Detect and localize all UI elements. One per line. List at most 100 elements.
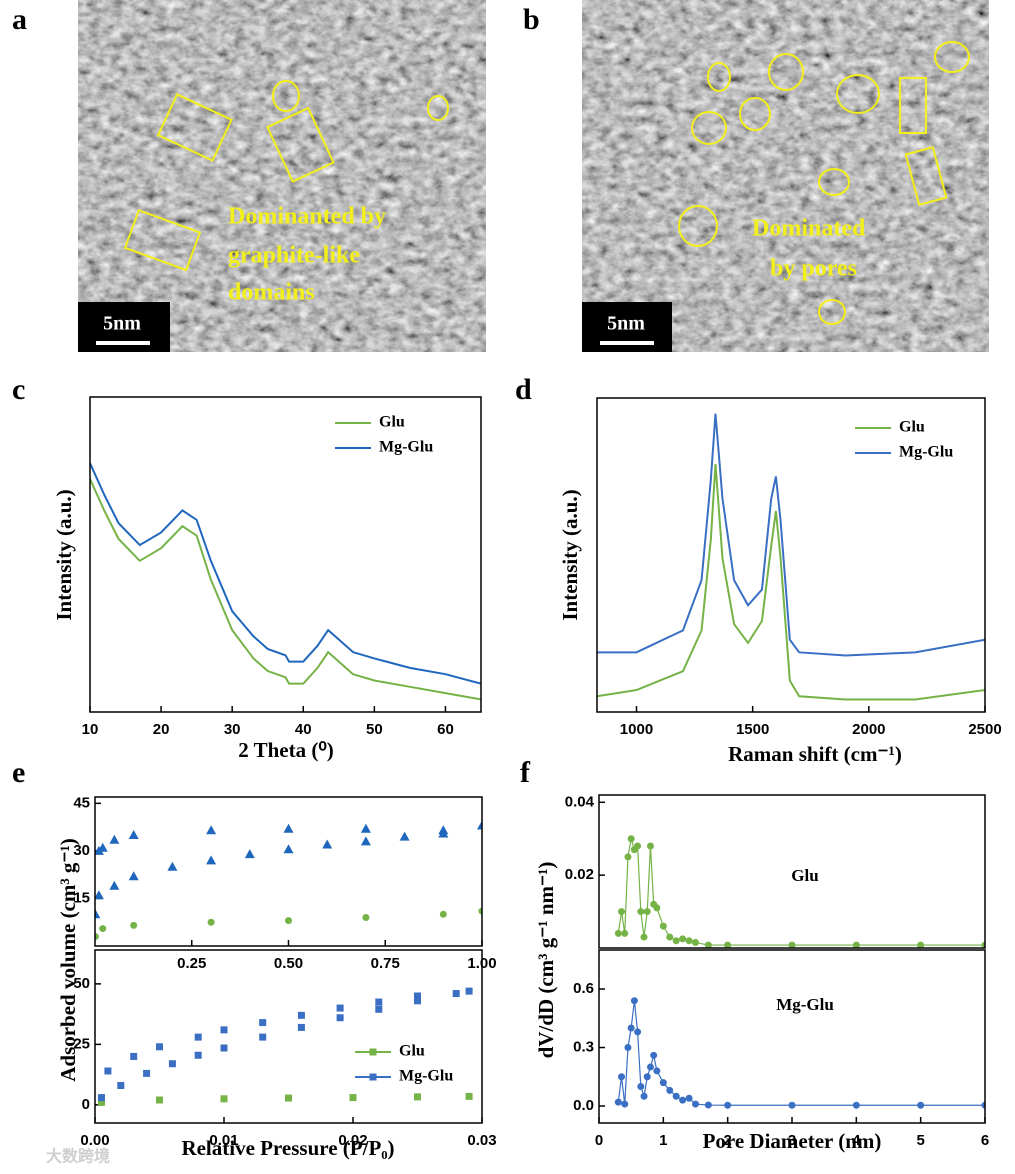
marker: [99, 925, 107, 933]
tem-image: [582, 0, 989, 352]
marker: [336, 1004, 344, 1012]
marker: [128, 871, 139, 881]
marker: [349, 1094, 357, 1102]
x-tick-label: 0.75: [371, 955, 400, 972]
legend-label: Glu: [379, 414, 405, 431]
marker: [634, 1028, 642, 1036]
panel-letter: d: [515, 373, 532, 406]
highlights: [123, 80, 449, 272]
marker: [672, 1092, 680, 1100]
plot-frame: [596, 397, 986, 713]
marker: [156, 1043, 163, 1051]
marker: [369, 1073, 377, 1081]
marker: [220, 1026, 228, 1034]
marker: [194, 1051, 202, 1059]
y-tick-label: 0: [82, 1096, 90, 1113]
marker: [438, 825, 449, 835]
marker: [788, 1101, 796, 1109]
marker: [220, 1095, 228, 1103]
marker: [666, 933, 674, 941]
marker: [297, 1023, 305, 1031]
marker: [679, 935, 687, 943]
y-axis-label: Intensity (a.u.): [558, 489, 582, 620]
marker: [618, 908, 626, 916]
plot-area: [90, 462, 481, 701]
marker: [643, 1073, 651, 1081]
panel-letter: b: [523, 3, 540, 36]
marker: [624, 853, 632, 861]
marker: [259, 1019, 267, 1027]
marker: [852, 941, 860, 948]
panel-letter: e: [12, 756, 25, 789]
y-tick-label: 25: [73, 1035, 90, 1052]
series-line: [597, 413, 985, 657]
x-tick-label: 60: [437, 721, 454, 738]
marker: [375, 998, 383, 1006]
marker: [788, 941, 796, 948]
y-tick-label: 50: [73, 975, 90, 992]
marker: [414, 1093, 421, 1101]
marker: [207, 918, 215, 926]
marker: [724, 941, 732, 948]
x-tick-label: 30: [224, 721, 241, 738]
x-tick-label: 0: [595, 1132, 603, 1149]
x-tick-label: 40: [295, 721, 312, 738]
x-axis-label: 2 Theta (⁰): [238, 738, 334, 762]
x-axis-label: Pore Diameter (nm): [703, 1129, 882, 1153]
legend-label: Mg-Glu: [899, 444, 953, 461]
panel-letter: c: [12, 373, 25, 406]
marker: [194, 1033, 202, 1041]
annotation: Dominanted by: [228, 204, 386, 230]
marker: [206, 855, 217, 865]
marker: [130, 1052, 138, 1060]
legend-label: Mg-Glu: [379, 439, 433, 456]
x-tick-label: 0.02: [338, 1132, 367, 1149]
marker: [646, 842, 654, 850]
marker: [104, 1067, 112, 1075]
marker: [646, 1063, 654, 1071]
marker: [704, 1101, 712, 1109]
marker: [414, 992, 421, 1000]
marker: [659, 922, 667, 930]
marker: [452, 990, 460, 998]
y-tick-label: 0.04: [565, 793, 595, 810]
marker: [285, 1094, 292, 1102]
x-tick-label: 4: [852, 1132, 861, 1149]
x-tick-label: 10: [82, 721, 99, 738]
marker: [672, 937, 680, 945]
marker: [659, 1079, 667, 1087]
marker: [614, 1098, 622, 1106]
plot-area: [597, 413, 985, 701]
x-tick-label: 6: [981, 1132, 989, 1149]
marker: [259, 1033, 267, 1041]
panel-letter: f: [520, 756, 531, 789]
marker: [618, 1073, 626, 1081]
marker: [724, 1101, 732, 1109]
marker: [653, 1067, 661, 1075]
marker: [97, 1098, 105, 1106]
x-tick-label: 3: [788, 1132, 796, 1149]
marker: [634, 842, 642, 850]
plot-frame: [94, 949, 483, 1124]
marker: [643, 908, 651, 916]
marker: [97, 1094, 105, 1102]
plot-frame: [598, 949, 986, 1124]
plot-frame: [94, 796, 483, 947]
x-tick-label: 20: [153, 721, 170, 738]
series-line: [90, 462, 481, 685]
marker: [220, 1044, 228, 1052]
plot-area: [614, 835, 985, 948]
marker: [640, 933, 648, 941]
series-line: [597, 463, 985, 701]
annotation: Glu: [791, 866, 818, 885]
y-axis-label: Adsorbed volume (cm³ g⁻¹): [56, 838, 80, 1082]
annotation: domains: [228, 280, 315, 306]
marker: [414, 997, 421, 1005]
y-tick-label: 0.0: [573, 1097, 594, 1114]
watermark: 大数跨境: [46, 1147, 110, 1166]
x-tick-label: 2: [723, 1132, 731, 1149]
marker: [917, 941, 925, 948]
y-axis-label: dV/dD (cm³ g⁻¹ nm⁻¹): [534, 862, 558, 1059]
x-axis-label: Raman shift (cm⁻¹): [728, 742, 902, 766]
